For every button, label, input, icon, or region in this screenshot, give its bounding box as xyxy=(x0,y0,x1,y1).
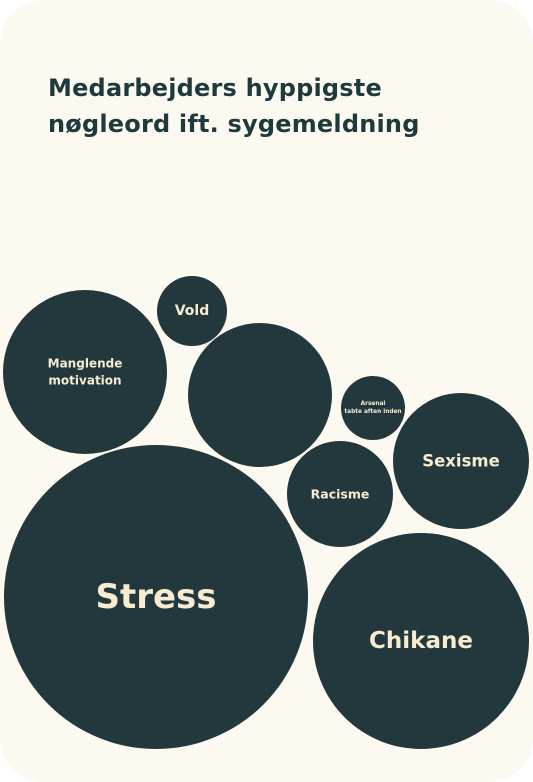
bubble-3 xyxy=(188,323,332,467)
bubble-1 xyxy=(313,533,529,749)
bubble-label-1-0: Chikane xyxy=(369,628,473,654)
chart-title-line-2: nøgleord ift. sygemeldning xyxy=(48,110,420,138)
bubble-0 xyxy=(4,445,308,749)
bubble-label-7-1: tabte aften inden xyxy=(344,409,401,415)
bubble-5 xyxy=(287,441,393,547)
chart-title: Medarbejders hyppigste nøgleord ift. syg… xyxy=(48,70,488,142)
bubble-label-0-0: Stress xyxy=(95,577,216,617)
chart-title-line-1: Medarbejders hyppigste xyxy=(48,74,382,102)
bubble-label-5-0: Racisme xyxy=(311,487,370,502)
bubble-label-2-0: Manglende xyxy=(48,356,123,370)
bubble-4 xyxy=(393,393,529,529)
bubble-label-7-0: Arsenal xyxy=(361,401,386,407)
bubble-2 xyxy=(3,290,167,454)
bubble-6 xyxy=(157,276,227,346)
bubble-label-2-1: motivation xyxy=(48,374,121,388)
bubble-label-6-0: Vold xyxy=(175,303,210,319)
bubble-7 xyxy=(341,376,405,440)
bubble-label-4-0: Sexisme xyxy=(422,452,500,471)
